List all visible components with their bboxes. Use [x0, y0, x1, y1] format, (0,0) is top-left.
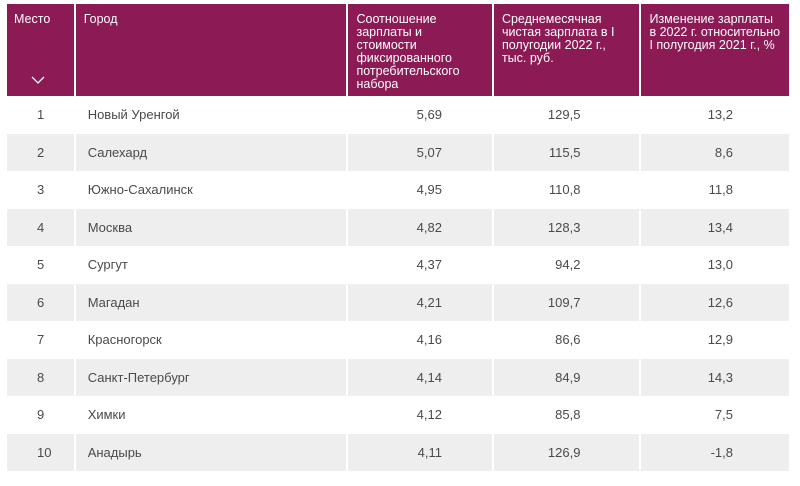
cell-ratio: 4,11: [348, 433, 492, 471]
cell-ratio: 4,21: [348, 283, 492, 321]
cell-city: Анадырь: [75, 433, 347, 471]
table-row: 9 Химки 4,12 85,8 7,5: [7, 396, 789, 434]
cell-city: Химки: [75, 396, 347, 434]
table-row: 5 Сургут 4,37 94,2 13,0: [7, 246, 789, 284]
cell-change: 12,9: [641, 321, 789, 359]
table-body: 1 Новый Уренгой 5,69 129,5 13,2 2 Салеха…: [7, 96, 789, 471]
cell-rank: 9: [7, 396, 74, 434]
chevron-down-icon[interactable]: [31, 76, 45, 84]
cell-city: Магадан: [75, 283, 347, 321]
cell-change: 8,6: [641, 133, 789, 171]
header-rank-label: Место: [14, 12, 51, 26]
cell-salary: 126,9: [493, 433, 640, 471]
cell-ratio: 5,69: [348, 96, 492, 134]
header-salary[interactable]: Среднемесячная чистая зарплата в I полуг…: [493, 4, 640, 96]
table-row: 2 Салехард 5,07 115,5 8,6: [7, 133, 789, 171]
cell-city: Новый Уренгой: [75, 96, 347, 134]
cell-change: 14,3: [641, 358, 789, 396]
table-row: 4 Москва 4,82 128,3 13,4: [7, 208, 789, 246]
cell-ratio: 4,95: [348, 171, 492, 209]
cell-rank: 6: [7, 283, 74, 321]
table-row: 3 Южно-Сахалинск 4,95 110,8 11,8: [7, 171, 789, 209]
cell-salary: 110,8: [493, 171, 640, 209]
cell-salary: 128,3: [493, 208, 640, 246]
cell-rank: 8: [7, 358, 74, 396]
cell-city: Красногорск: [75, 321, 347, 359]
header-ratio[interactable]: Соотношение зарплаты и стоимости фиксиро…: [348, 4, 492, 96]
cell-city: Москва: [75, 208, 347, 246]
cell-change: 7,5: [641, 396, 789, 434]
cell-city: Южно-Сахалинск: [75, 171, 347, 209]
header-row: Место Город Соотношение зарплаты и стоим…: [7, 4, 789, 96]
header-change-label: Изменение зарплаты в 2022 г. относительн…: [649, 12, 781, 52]
cell-city: Санкт-Петербург: [75, 358, 347, 396]
cell-rank: 7: [7, 321, 74, 359]
cell-change: 13,4: [641, 208, 789, 246]
cell-salary: 94,2: [493, 246, 640, 284]
header-ratio-label: Соотношение зарплаты и стоимости фиксиро…: [356, 12, 460, 91]
table-header: Место Город Соотношение зарплаты и стоим…: [7, 4, 789, 96]
header-city[interactable]: Город: [75, 4, 347, 96]
cell-salary: 129,5: [493, 96, 640, 134]
cell-ratio: 5,07: [348, 133, 492, 171]
table-row: 1 Новый Уренгой 5,69 129,5 13,2: [7, 96, 789, 134]
cell-salary: 115,5: [493, 133, 640, 171]
cell-city: Салехард: [75, 133, 347, 171]
cell-salary: 85,8: [493, 396, 640, 434]
header-salary-label: Среднемесячная чистая зарплата в I полуг…: [501, 12, 615, 65]
cell-change: 12,6: [641, 283, 789, 321]
cell-city: Сургут: [75, 246, 347, 284]
cell-rank: 4: [7, 208, 74, 246]
cell-change: 13,0: [641, 246, 789, 284]
cell-change: 13,2: [641, 96, 789, 134]
table-row: 10 Анадырь 4,11 126,9 -1,8: [7, 433, 789, 471]
cell-salary: 84,9: [493, 358, 640, 396]
cell-rank: 5: [7, 246, 74, 284]
cell-ratio: 4,37: [348, 246, 492, 284]
cell-change: -1,8: [641, 433, 789, 471]
cell-ratio: 4,82: [348, 208, 492, 246]
cell-ratio: 4,12: [348, 396, 492, 434]
cell-change: 11,8: [641, 171, 789, 209]
cell-rank: 3: [7, 171, 74, 209]
header-rank[interactable]: Место: [7, 4, 74, 96]
cell-rank: 1: [7, 96, 74, 134]
cell-rank: 10: [7, 433, 74, 471]
cell-salary: 86,6: [493, 321, 640, 359]
header-change[interactable]: Изменение зарплаты в 2022 г. относительн…: [641, 4, 789, 96]
table-row: 6 Магадан 4,21 109,7 12,6: [7, 283, 789, 321]
cell-salary: 109,7: [493, 283, 640, 321]
cell-ratio: 4,16: [348, 321, 492, 359]
ranking-table: Место Город Соотношение зарплаты и стоим…: [5, 4, 791, 471]
header-city-label: Город: [83, 12, 118, 26]
table-row: 7 Красногорск 4,16 86,6 12,9: [7, 321, 789, 359]
cell-ratio: 4,14: [348, 358, 492, 396]
cell-rank: 2: [7, 133, 74, 171]
table-row: 8 Санкт-Петербург 4,14 84,9 14,3: [7, 358, 789, 396]
